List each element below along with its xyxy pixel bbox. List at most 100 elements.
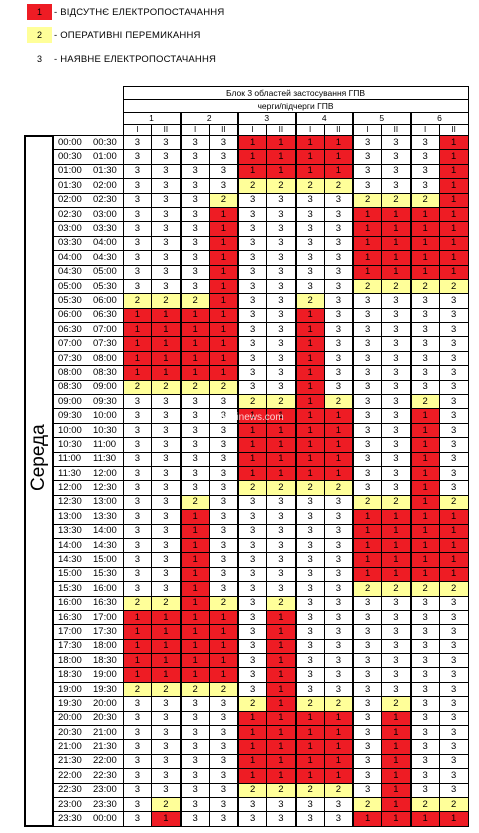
status-cell: 1 [352, 537, 383, 554]
status-cell: 3 [352, 638, 383, 655]
table-row: 10:30 11:00 3 3 3 3 1 1 1 1 3 3 1 3 [25, 437, 469, 453]
time-to: 09:30 [89, 394, 124, 410]
status-cell: 3 [438, 681, 469, 698]
outage-schedule-table: Блок 3 областей застосування ГПВ черги/п… [24, 86, 469, 828]
table-row: 18:00 18:30 1 1 1 1 3 1 3 3 3 3 3 3 [25, 653, 469, 669]
status-cell: 3 [381, 379, 411, 396]
status-cell: 2 [151, 681, 181, 698]
status-cell: 3 [122, 811, 153, 827]
status-cell: 3 [208, 566, 239, 583]
status-cell: 3 [237, 494, 268, 511]
status-cell: 3 [381, 149, 411, 165]
status-cell: 1 [237, 465, 268, 482]
time-from: 20:00 [52, 710, 89, 727]
subqueue-header: I [409, 124, 440, 136]
status-cell: 1 [381, 739, 411, 755]
table-row: 20:00 20:30 3 3 3 3 1 1 1 1 3 1 3 3 [25, 710, 469, 727]
status-cell: 3 [237, 624, 268, 640]
status-cell: 3 [208, 134, 239, 151]
subqueue-header: I [122, 124, 153, 136]
status-cell: 2 [438, 796, 469, 813]
status-cell: 1 [438, 149, 469, 165]
status-cell: 3 [438, 350, 469, 367]
time-to: 18:30 [89, 653, 124, 669]
status-cell: 1 [179, 509, 210, 525]
status-cell: 3 [294, 221, 325, 237]
status-cell: 1 [323, 149, 354, 165]
time-to: 09:00 [89, 379, 124, 396]
time-to: 20:00 [89, 696, 124, 712]
status-cell: 2 [208, 681, 239, 698]
time-from: 13:30 [52, 523, 89, 539]
table-row: Середа 00:00 00:30 3 3 3 3 1 1 1 1 3 3 3 1 [24, 134, 469, 828]
time-from: 11:30 [52, 465, 89, 482]
status-cell: 3 [438, 768, 469, 784]
status-cell: 3 [122, 192, 153, 208]
status-cell: 3 [266, 379, 296, 396]
status-cell: 1 [237, 149, 268, 165]
time-to: 16:00 [89, 581, 124, 597]
status-cell: 3 [122, 206, 153, 223]
status-cell: 2 [323, 178, 354, 194]
status-cell: 3 [266, 322, 296, 338]
table-row: 10:00 10:30 3 3 3 3 1 1 1 1 3 3 1 3 [25, 422, 469, 439]
status-cell: 3 [352, 681, 383, 698]
time-to: 05:30 [89, 278, 124, 295]
status-cell: 3 [237, 653, 268, 669]
status-cell: 3 [352, 307, 383, 324]
status-cell: 3 [381, 667, 411, 683]
status-cell: 3 [323, 811, 354, 827]
time-to: 14:00 [89, 523, 124, 539]
status-cell: 2 [179, 681, 210, 698]
time-from: 23:00 [52, 796, 89, 813]
time-from: 07:00 [52, 336, 89, 352]
status-cell: 1 [179, 667, 210, 683]
status-cell: 1 [179, 350, 210, 367]
status-cell: 2 [179, 293, 210, 309]
status-cell: 3 [266, 206, 296, 223]
time-to: 12:30 [89, 480, 124, 496]
status-cell: 3 [266, 221, 296, 237]
status-cell: 2 [237, 394, 268, 410]
status-cell: 3 [122, 178, 153, 194]
status-cell: 2 [438, 581, 469, 597]
status-cell: 3 [352, 725, 383, 741]
status-cell: 1 [237, 753, 268, 770]
status-cell: 3 [237, 365, 268, 381]
status-cell: 3 [352, 595, 383, 611]
status-cell: 3 [438, 365, 469, 381]
status-cell: 3 [352, 653, 383, 669]
legend-swatch-yellow: 2 [27, 27, 52, 43]
status-cell: 3 [438, 667, 469, 683]
status-cell: 3 [381, 322, 411, 338]
status-cell: 3 [179, 753, 210, 770]
status-cell: 1 [352, 250, 383, 266]
time-from: 05:00 [52, 278, 89, 295]
status-cell: 3 [237, 509, 268, 525]
status-cell: 2 [122, 293, 153, 309]
status-cell: 3 [323, 624, 354, 640]
status-cell: 3 [122, 494, 153, 511]
status-cell: 1 [122, 653, 153, 669]
status-cell: 2 [352, 192, 383, 208]
table-subtitle: черги/підчерги ГПВ [122, 99, 469, 113]
status-cell: 1 [438, 566, 469, 583]
status-cell: 3 [438, 624, 469, 640]
legend-swatch-white: 3 [27, 51, 52, 67]
status-cell: 3 [438, 638, 469, 655]
status-cell: 2 [122, 379, 153, 396]
status-cell: 1 [409, 250, 440, 266]
status-cell: 3 [237, 667, 268, 683]
time-to: 06:00 [89, 293, 124, 309]
time-from: 22:30 [52, 782, 89, 798]
status-cell: 1 [122, 609, 153, 626]
status-cell: 3 [409, 696, 440, 712]
status-cell: 3 [294, 638, 325, 655]
status-cell: 1 [237, 134, 268, 151]
status-cell: 3 [122, 552, 153, 568]
status-cell: 3 [323, 192, 354, 208]
status-cell: 1 [294, 753, 325, 770]
table-row: 15:30 16:00 3 3 1 3 3 3 3 3 2 2 2 2 [25, 581, 469, 597]
status-cell: 3 [409, 768, 440, 784]
time-from: 17:30 [52, 638, 89, 655]
